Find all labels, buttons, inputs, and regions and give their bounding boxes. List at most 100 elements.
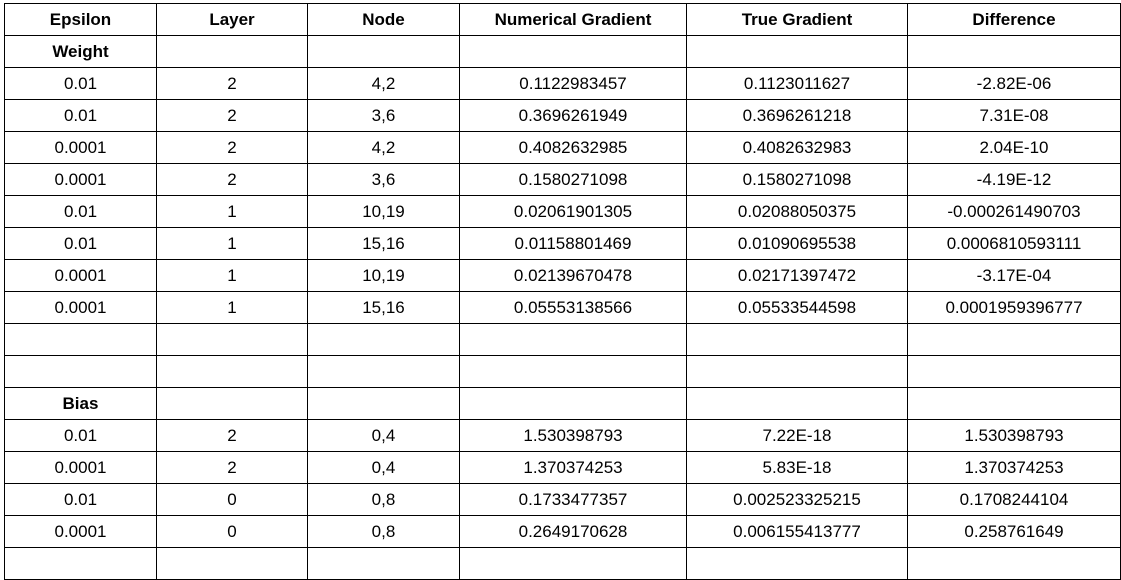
cell-difference[interactable]: -2.82E-06	[907, 67, 1121, 100]
cell-numerical-gradient[interactable]: 0.1733477357	[459, 483, 687, 516]
empty-cell[interactable]	[907, 355, 1121, 388]
cell-difference[interactable]: -3.17E-04	[907, 259, 1121, 292]
empty-cell[interactable]	[686, 323, 908, 356]
header-true-gradient[interactable]: True Gradient	[686, 3, 908, 36]
empty-cell[interactable]	[307, 35, 460, 68]
cell-layer[interactable]: 0	[156, 515, 308, 548]
cell-node[interactable]: 3,6	[307, 99, 460, 132]
cell-numerical-gradient[interactable]: 0.1122983457	[459, 67, 687, 100]
cell-node[interactable]: 0,8	[307, 483, 460, 516]
cell-true-gradient[interactable]: 7.22E-18	[686, 419, 908, 452]
cell-epsilon[interactable]: 0.01	[4, 99, 157, 132]
cell-layer[interactable]: 2	[156, 67, 308, 100]
cell-epsilon[interactable]: 0.0001	[4, 163, 157, 196]
cell-difference[interactable]: 7.31E-08	[907, 99, 1121, 132]
cell-epsilon[interactable]: 0.0001	[4, 131, 157, 164]
cell-true-gradient[interactable]: 0.006155413777	[686, 515, 908, 548]
empty-cell[interactable]	[907, 323, 1121, 356]
cell-true-gradient[interactable]: 0.1580271098	[686, 163, 908, 196]
empty-cell[interactable]	[4, 355, 157, 388]
cell-node[interactable]: 0,4	[307, 451, 460, 484]
cell-numerical-gradient[interactable]: 0.1580271098	[459, 163, 687, 196]
cell-node[interactable]: 15,16	[307, 291, 460, 324]
cell-numerical-gradient[interactable]: 0.05553138566	[459, 291, 687, 324]
cell-difference[interactable]: -4.19E-12	[907, 163, 1121, 196]
cell-layer[interactable]: 2	[156, 419, 308, 452]
empty-cell[interactable]	[686, 547, 908, 580]
header-node[interactable]: Node	[307, 3, 460, 36]
empty-cell[interactable]	[307, 547, 460, 580]
empty-cell[interactable]	[156, 355, 308, 388]
cell-layer[interactable]: 2	[156, 163, 308, 196]
cell-epsilon[interactable]: 0.01	[4, 483, 157, 516]
cell-epsilon[interactable]: 0.0001	[4, 451, 157, 484]
cell-node[interactable]: 15,16	[307, 227, 460, 260]
cell-epsilon[interactable]: 0.01	[4, 419, 157, 452]
cell-epsilon[interactable]: 0.0001	[4, 291, 157, 324]
empty-cell[interactable]	[907, 35, 1121, 68]
cell-numerical-gradient[interactable]: 0.02061901305	[459, 195, 687, 228]
cell-node[interactable]: 10,19	[307, 195, 460, 228]
cell-difference[interactable]: 1.530398793	[907, 419, 1121, 452]
cell-epsilon[interactable]: 0.01	[4, 227, 157, 260]
empty-cell[interactable]	[4, 547, 157, 580]
cell-node[interactable]: 0,4	[307, 419, 460, 452]
cell-node[interactable]: 3,6	[307, 163, 460, 196]
cell-epsilon[interactable]: 0.01	[4, 67, 157, 100]
cell-numerical-gradient[interactable]: 0.2649170628	[459, 515, 687, 548]
header-layer[interactable]: Layer	[156, 3, 308, 36]
empty-cell[interactable]	[307, 323, 460, 356]
cell-layer[interactable]: 2	[156, 99, 308, 132]
empty-cell[interactable]	[156, 35, 308, 68]
empty-cell[interactable]	[459, 547, 687, 580]
empty-cell[interactable]	[156, 547, 308, 580]
cell-layer[interactable]: 1	[156, 227, 308, 260]
cell-true-gradient[interactable]: 0.3696261218	[686, 99, 908, 132]
cell-true-gradient[interactable]: 0.02171397472	[686, 259, 908, 292]
cell-numerical-gradient[interactable]: 0.3696261949	[459, 99, 687, 132]
cell-difference[interactable]: 0.0006810593111	[907, 227, 1121, 260]
cell-difference[interactable]: 1.370374253	[907, 451, 1121, 484]
empty-cell[interactable]	[156, 323, 308, 356]
section-label-cell[interactable]: Bias	[4, 387, 157, 420]
cell-epsilon[interactable]: 0.0001	[4, 515, 157, 548]
cell-true-gradient[interactable]: 0.02088050375	[686, 195, 908, 228]
cell-node[interactable]: 4,2	[307, 131, 460, 164]
empty-cell[interactable]	[686, 387, 908, 420]
cell-numerical-gradient[interactable]: 1.370374253	[459, 451, 687, 484]
section-label-cell[interactable]: Weight	[4, 35, 157, 68]
cell-node[interactable]: 10,19	[307, 259, 460, 292]
cell-node[interactable]: 0,8	[307, 515, 460, 548]
cell-true-gradient[interactable]: 0.002523325215	[686, 483, 908, 516]
empty-cell[interactable]	[459, 323, 687, 356]
header-numerical-gradient[interactable]: Numerical Gradient	[459, 3, 687, 36]
cell-difference[interactable]: 0.0001959396777	[907, 291, 1121, 324]
cell-layer[interactable]: 1	[156, 259, 308, 292]
cell-layer[interactable]: 0	[156, 483, 308, 516]
empty-cell[interactable]	[307, 387, 460, 420]
cell-numerical-gradient[interactable]: 0.4082632985	[459, 131, 687, 164]
header-epsilon[interactable]: Epsilon	[4, 3, 157, 36]
empty-cell[interactable]	[459, 355, 687, 388]
empty-cell[interactable]	[907, 547, 1121, 580]
cell-true-gradient[interactable]: 5.83E-18	[686, 451, 908, 484]
empty-cell[interactable]	[4, 323, 157, 356]
cell-difference[interactable]: 0.258761649	[907, 515, 1121, 548]
cell-layer[interactable]: 1	[156, 291, 308, 324]
cell-node[interactable]: 4,2	[307, 67, 460, 100]
cell-true-gradient[interactable]: 0.05533544598	[686, 291, 908, 324]
cell-difference[interactable]: -0.000261490703	[907, 195, 1121, 228]
empty-cell[interactable]	[686, 355, 908, 388]
cell-layer[interactable]: 2	[156, 131, 308, 164]
empty-cell[interactable]	[459, 35, 687, 68]
cell-epsilon[interactable]: 0.01	[4, 195, 157, 228]
cell-numerical-gradient[interactable]: 0.02139670478	[459, 259, 687, 292]
cell-layer[interactable]: 1	[156, 195, 308, 228]
cell-numerical-gradient[interactable]: 1.530398793	[459, 419, 687, 452]
cell-true-gradient[interactable]: 0.4082632983	[686, 131, 908, 164]
empty-cell[interactable]	[459, 387, 687, 420]
cell-difference[interactable]: 2.04E-10	[907, 131, 1121, 164]
header-difference[interactable]: Difference	[907, 3, 1121, 36]
empty-cell[interactable]	[686, 35, 908, 68]
cell-numerical-gradient[interactable]: 0.01158801469	[459, 227, 687, 260]
